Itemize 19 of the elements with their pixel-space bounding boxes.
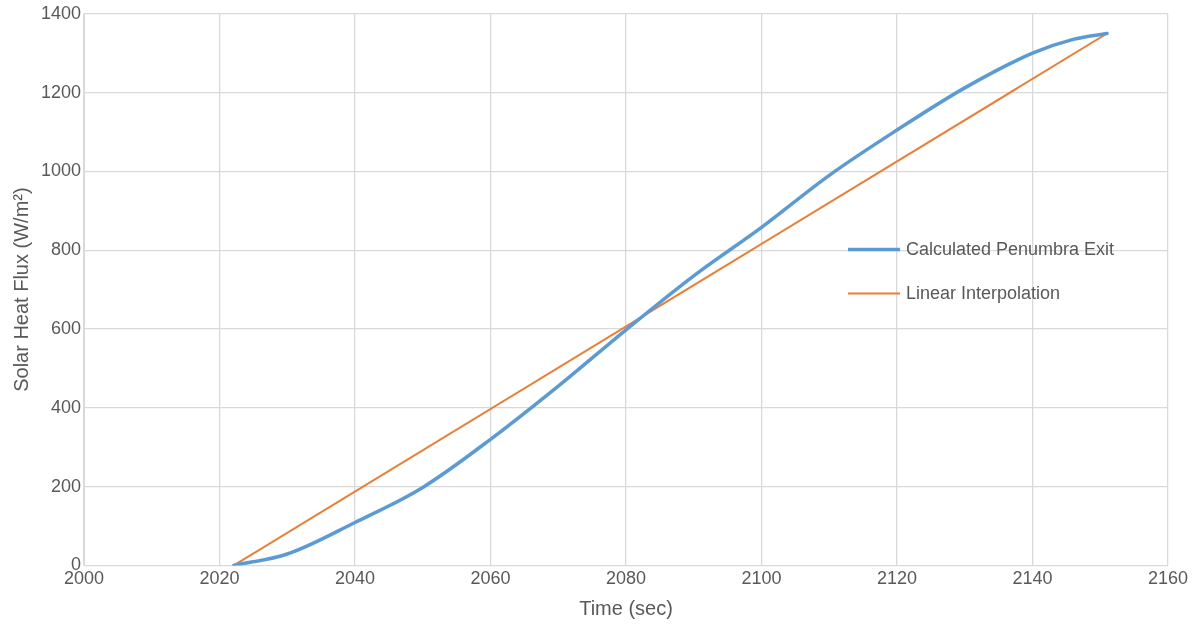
legend-label: Linear Interpolation [906,282,1061,303]
x-tick-label: 2120 [876,568,918,589]
x-tick-label: 2060 [470,568,511,589]
y-tick-label: 200 [51,475,82,496]
y-tick-label: 800 [51,239,82,260]
x-tick-label: 2080 [606,568,647,589]
y-tick-label: 600 [51,317,82,338]
x-tick-label: 2020 [199,568,240,589]
y-tick-label: 1000 [41,160,82,181]
x-tick-label: 2160 [1147,568,1189,589]
x-tick-label: 2100 [741,568,782,589]
legend-label: Calculated Penumbra Exit [906,238,1115,259]
x-axis-title: Time (sec) [579,596,673,619]
y-tick-label: 400 [51,396,82,417]
y-axis-title: Solar Heat Flux (W/m²) [9,187,32,392]
x-tick-label: 2040 [335,568,376,589]
y-tick-label: 1400 [41,2,82,23]
y-tick-label: 1200 [41,81,82,102]
x-tick-label: 2140 [1012,568,1053,589]
